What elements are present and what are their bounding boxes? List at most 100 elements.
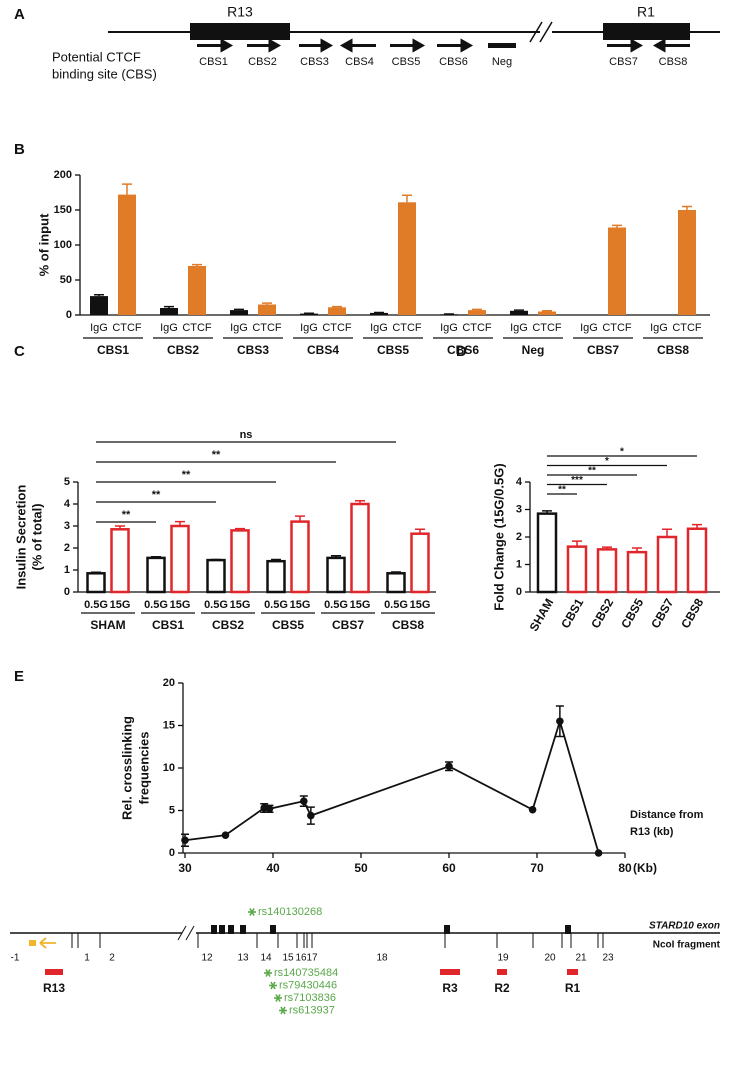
point — [221, 831, 230, 839]
x-sub-label: CTCF — [392, 322, 422, 334]
point — [307, 811, 315, 820]
site-arrow — [437, 38, 474, 53]
bar — [206, 558, 226, 594]
exon — [228, 925, 234, 934]
asterisk — [249, 908, 255, 916]
x-tick-label: 80 — [618, 861, 632, 875]
site-arrow — [607, 38, 644, 53]
x-tick-label: CBS2 — [212, 618, 244, 632]
panel-label: D — [456, 343, 467, 360]
point — [528, 805, 537, 814]
asterisk — [270, 981, 276, 990]
x-sub-label: CTCF — [532, 322, 562, 334]
point — [181, 836, 189, 845]
exon — [270, 925, 276, 934]
y-tick-label: 200 — [54, 169, 72, 181]
error-bar — [542, 310, 552, 312]
bar — [566, 545, 588, 594]
error-bar — [602, 546, 612, 550]
significance-label: ** — [588, 466, 596, 477]
region-bar — [497, 969, 507, 975]
x-sub-label: 0.5G — [204, 599, 228, 611]
error-bar — [415, 528, 425, 534]
region-label: R2 — [494, 981, 510, 995]
x-tick-label: CBS1 — [558, 596, 586, 631]
site-arrow — [247, 38, 282, 53]
site-label: CBS6 — [439, 56, 468, 68]
y-tick-label: 4 — [64, 498, 71, 510]
fragment-label: 2 — [109, 953, 115, 964]
y-axis-label: Rel. crosslinking — [119, 716, 134, 820]
break — [529, 21, 543, 43]
y-tick-label: 3 — [64, 520, 70, 532]
bar — [266, 559, 286, 594]
error-bar — [332, 305, 342, 308]
x-sub-label: 0.5G — [324, 599, 348, 611]
bar — [160, 308, 178, 315]
error-bar — [175, 520, 185, 526]
x-sub-label: CTCF — [252, 322, 282, 334]
fragment-label: 17 — [306, 953, 318, 964]
x-sub-label: IgG — [440, 322, 458, 334]
snp-label: rs7103836 — [284, 992, 336, 1004]
bar — [170, 524, 190, 594]
error-bar — [662, 528, 672, 537]
legend-fragment: NcoI fragment — [653, 940, 721, 951]
site-arrow — [390, 38, 426, 53]
asterisk — [265, 969, 271, 977]
fragment-label: 23 — [602, 953, 614, 964]
bar — [328, 307, 346, 315]
asterisk — [280, 1006, 286, 1015]
bar — [608, 227, 626, 315]
fragment-label: -1 — [11, 953, 20, 964]
bar — [350, 502, 370, 594]
significance-label: ** — [122, 509, 131, 521]
x-tick-label: CBS4 — [307, 343, 339, 357]
x-tick-label: CBS7 — [648, 596, 676, 631]
significance-label: * — [620, 447, 624, 458]
y-tick-label: 1 — [516, 558, 522, 570]
point — [300, 797, 308, 805]
x-tick-label: CBS8 — [392, 618, 424, 632]
x-unit: (Kb) — [633, 861, 657, 875]
x-tick-label: CBS1 — [152, 618, 184, 632]
x-sub-label: 0.5G — [264, 599, 288, 611]
y-tick-label: 2 — [64, 542, 70, 554]
x-sub-label: IgG — [650, 322, 668, 334]
bar — [626, 550, 648, 594]
y-tick-label: 100 — [54, 239, 72, 251]
bar — [290, 520, 310, 594]
x-axis-label: R13 (kb) — [630, 826, 674, 838]
y-axis-label: Insulin Secretion — [13, 485, 28, 590]
error-bar — [692, 523, 702, 529]
break — [177, 925, 187, 941]
point — [265, 805, 274, 813]
x-sub-label: IgG — [370, 322, 388, 334]
x-sub-label: 15G — [350, 599, 371, 611]
y-axis-label: Fold Change (15G/0.5G) — [491, 463, 506, 610]
fragment-label: 1 — [84, 953, 90, 964]
y-tick-label: 3 — [516, 503, 522, 515]
y-tick-label: 0 — [66, 309, 72, 321]
y-axis-label: % of input — [36, 213, 51, 276]
break — [185, 925, 195, 941]
bar — [188, 266, 206, 315]
x-tick-label: 30 — [178, 861, 192, 875]
caption: binding site (CBS) — [52, 66, 157, 81]
x-tick-label: 70 — [530, 861, 544, 875]
x-tick-label: SHAM — [527, 596, 557, 634]
error-bar — [295, 515, 305, 522]
y-tick-label: 20 — [163, 677, 175, 689]
error-bar — [91, 571, 101, 574]
fragment-label: 18 — [376, 953, 388, 964]
x-tick-label: CBS2 — [167, 343, 199, 357]
region-label: R13 — [227, 4, 253, 20]
bar — [386, 572, 406, 594]
point — [556, 717, 564, 726]
panel-label: C — [14, 343, 25, 360]
error-bar — [355, 499, 365, 504]
break — [539, 21, 553, 43]
error-bar — [235, 527, 245, 531]
error-bar — [211, 558, 221, 561]
region-bar — [567, 969, 578, 975]
